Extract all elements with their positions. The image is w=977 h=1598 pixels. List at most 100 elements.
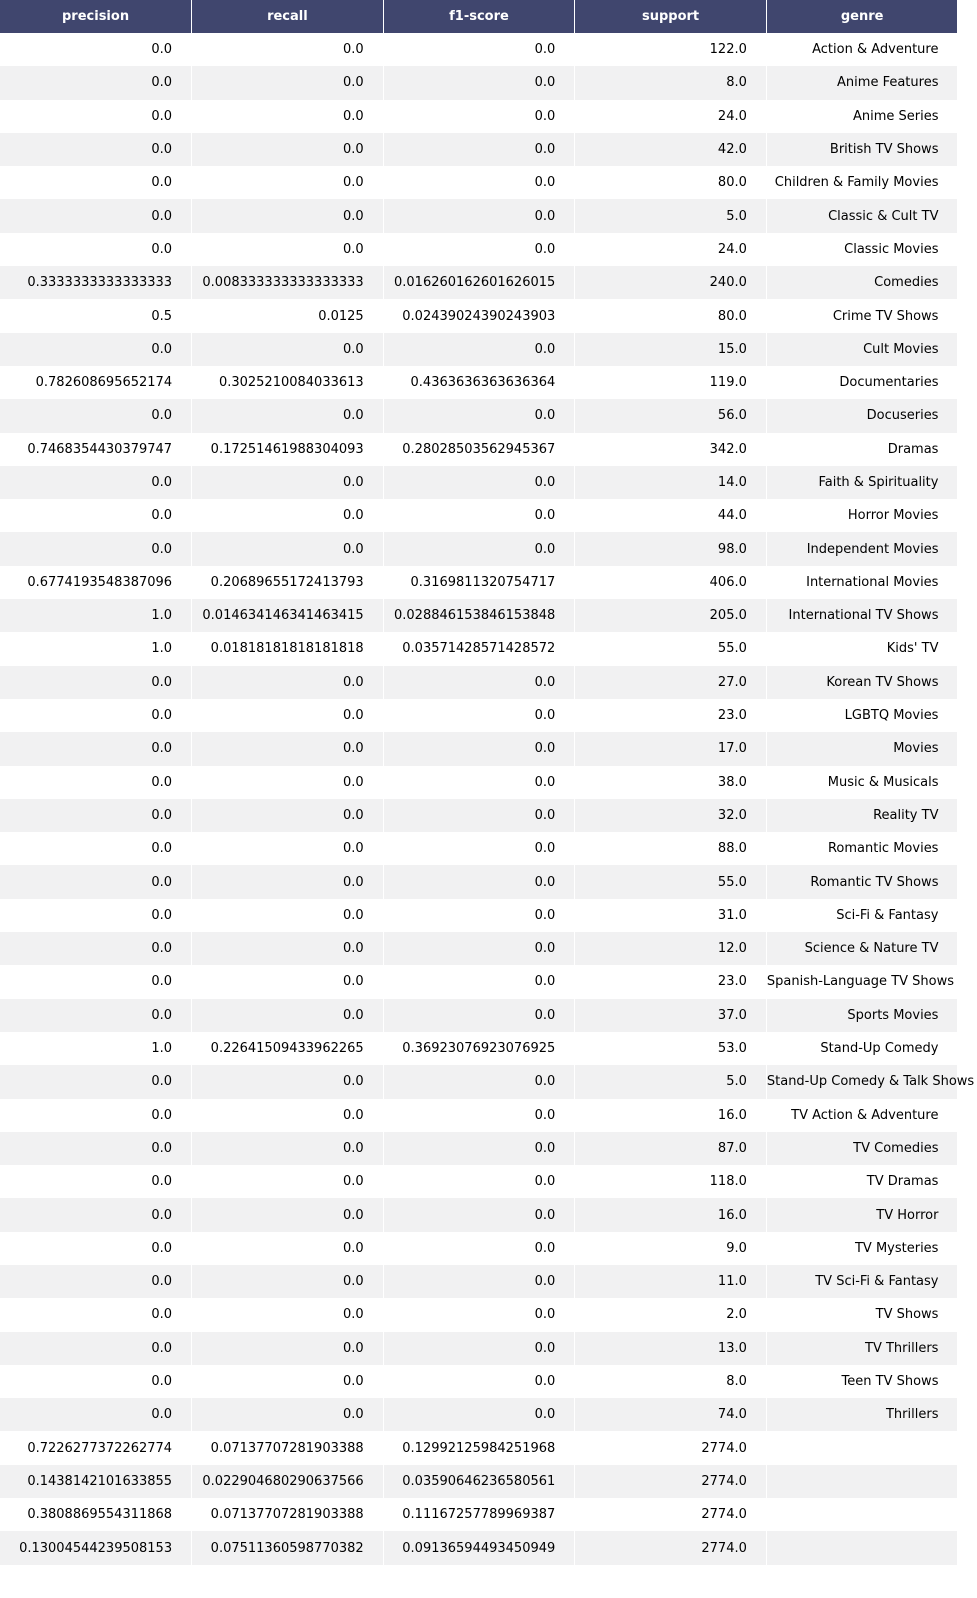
- recall-cell: 0.0: [191, 499, 384, 533]
- recall-cell: 0.0: [191, 965, 384, 999]
- f1-score-cell: 0.0: [383, 465, 576, 500]
- genre-cell: Horror Movies: [766, 499, 959, 533]
- table-row: 0.0 0.0 0.0 8.0 Anime Features: [0, 66, 959, 100]
- f1-score-cell: 0.0: [383, 865, 576, 899]
- genre-cell: Dramas: [766, 432, 959, 466]
- table-row: 0.1438142101633855 0.022904680290637566 0.…: [0, 1464, 959, 1499]
- f1-score-cell: 0.3169811320754717: [383, 565, 576, 600]
- support-cell: 2.0: [574, 1298, 767, 1332]
- support-cell: 118.0: [574, 1165, 767, 1199]
- recall-cell: 0.0: [191, 1165, 384, 1199]
- table-row: 0.0 0.0 0.0 87.0 TV Comedies: [0, 1131, 959, 1166]
- support-cell: 13.0: [574, 1331, 767, 1365]
- genre-cell: LGBTQ Movies: [766, 698, 959, 733]
- precision-cell: 0.0: [0, 1165, 193, 1199]
- recall-cell: 0.0: [191, 1131, 384, 1166]
- recall-cell: 0.0: [191, 765, 384, 799]
- column-header-precision: precision: [0, 0, 193, 33]
- table-row: 0.0 0.0 0.0 31.0 Sci-Fi & Fantasy: [0, 898, 959, 933]
- f1-score-cell: 0.0: [383, 732, 576, 766]
- genre-cell: Documentaries: [766, 365, 959, 400]
- recall-cell: 0.0: [191, 99, 384, 133]
- recall-cell: 0.0: [191, 1065, 384, 1099]
- f1-score-cell: 0.028846153846153848: [383, 599, 576, 633]
- genre-cell: British TV Shows: [766, 132, 959, 167]
- table-row: 0.0 0.0 0.0 15.0 Cult Movies: [0, 332, 959, 366]
- f1-score-cell: 0.0: [383, 166, 576, 200]
- genre-cell: Reality TV: [766, 798, 959, 833]
- f1-score-cell: 0.0: [383, 1231, 576, 1265]
- f1-score-cell: 0.0: [383, 532, 576, 566]
- table-row: 0.0 0.0 0.0 23.0 LGBTQ Movies: [0, 698, 959, 733]
- genre-cell: Classic & Cult TV: [766, 199, 959, 233]
- precision-cell: 0.0: [0, 532, 193, 566]
- precision-cell: 0.0: [0, 965, 193, 999]
- precision-cell: 0.0: [0, 1231, 193, 1265]
- table-row: 0.0 0.0 0.0 122.0 Action & Adventure: [0, 33, 959, 67]
- recall-cell: 0.0: [191, 665, 384, 699]
- support-cell: 16.0: [574, 1098, 767, 1132]
- support-cell: 44.0: [574, 499, 767, 533]
- table-row: 0.0 0.0 0.0 14.0 Faith & Spirituality: [0, 465, 959, 500]
- f1-score-cell: 0.0: [383, 932, 576, 966]
- f1-score-cell: 0.0: [383, 832, 576, 866]
- precision-cell: 0.0: [0, 765, 193, 799]
- f1-score-cell: 0.09136594493450949: [383, 1531, 576, 1565]
- precision-cell: 0.0: [0, 132, 193, 167]
- support-cell: 37.0: [574, 998, 767, 1032]
- precision-cell: 0.6774193548387096: [0, 565, 193, 600]
- precision-cell: 0.0: [0, 1065, 193, 1099]
- table-row: 0.0 0.0 0.0 24.0 Classic Movies: [0, 232, 959, 267]
- table-row: 0.0 0.0 0.0 56.0 Docuseries: [0, 399, 959, 433]
- support-cell: 11.0: [574, 1264, 767, 1299]
- table-row: 0.13004544239508153 0.07511360598770382 0.…: [0, 1531, 959, 1565]
- genre-cell: Teen TV Shows: [766, 1364, 959, 1399]
- table-row: 0.0 0.0 0.0 32.0 Reality TV: [0, 798, 959, 833]
- recall-cell: 0.0: [191, 898, 384, 933]
- f1-score-cell: 0.0: [383, 1165, 576, 1199]
- f1-score-cell: 0.36923076923076925: [383, 1031, 576, 1066]
- support-cell: 406.0: [574, 565, 767, 600]
- f1-score-cell: 0.28028503562945367: [383, 432, 576, 466]
- genre-cell: Comedies: [766, 266, 959, 300]
- precision-cell: 0.782608695652174: [0, 365, 193, 400]
- precision-cell: 0.0: [0, 33, 193, 67]
- precision-cell: 0.7468354430379747: [0, 432, 193, 466]
- recall-cell: 0.0: [191, 1098, 384, 1132]
- recall-cell: 0.0: [191, 865, 384, 899]
- f1-score-cell: 0.0: [383, 965, 576, 999]
- recall-cell: 0.0: [191, 166, 384, 200]
- column-header-genre: genre: [766, 0, 959, 33]
- table-row: 0.0 0.0 0.0 118.0 TV Dramas: [0, 1165, 959, 1199]
- support-cell: 8.0: [574, 66, 767, 100]
- table-row: 0.6774193548387096 0.20689655172413793 0.3…: [0, 565, 959, 600]
- genre-cell: Spanish-Language TV Shows: [766, 965, 959, 999]
- support-cell: 42.0: [574, 132, 767, 167]
- precision-cell: 0.0: [0, 332, 193, 366]
- genre-cell: TV Action & Adventure: [766, 1098, 959, 1132]
- precision-cell: 0.0: [0, 932, 193, 966]
- support-cell: 23.0: [574, 698, 767, 733]
- precision-cell: 0.0: [0, 698, 193, 733]
- table-row: 0.0 0.0 0.0 13.0 TV Thrillers: [0, 1331, 959, 1365]
- f1-score-cell: 0.0: [383, 199, 576, 233]
- f1-score-cell: 0.0: [383, 1198, 576, 1232]
- support-cell: 9.0: [574, 1231, 767, 1265]
- support-cell: 23.0: [574, 965, 767, 999]
- genre-cell: Docuseries: [766, 399, 959, 433]
- precision-cell: 0.1438142101633855: [0, 1464, 193, 1499]
- table-row: 0.0 0.0 0.0 55.0 Romantic TV Shows: [0, 865, 959, 899]
- support-cell: 24.0: [574, 99, 767, 133]
- classification-report-table: precision recall f1-score support genre …: [0, 0, 974, 1565]
- genre-cell: [766, 1431, 959, 1465]
- f1-score-cell: 0.0: [383, 765, 576, 799]
- recall-cell: 0.22641509433962265: [191, 1031, 384, 1066]
- genre-cell: Sci-Fi & Fantasy: [766, 898, 959, 933]
- genre-cell: Kids' TV: [766, 632, 959, 666]
- table-row: 0.7468354430379747 0.17251461988304093 0.2…: [0, 432, 959, 466]
- genre-cell: Movies: [766, 732, 959, 766]
- table-row: 0.0 0.0 0.0 88.0 Romantic Movies: [0, 832, 959, 866]
- table-row: 0.0 0.0 0.0 27.0 Korean TV Shows: [0, 665, 959, 699]
- genre-cell: [766, 1531, 959, 1565]
- table-row: 0.0 0.0 0.0 17.0 Movies: [0, 732, 959, 766]
